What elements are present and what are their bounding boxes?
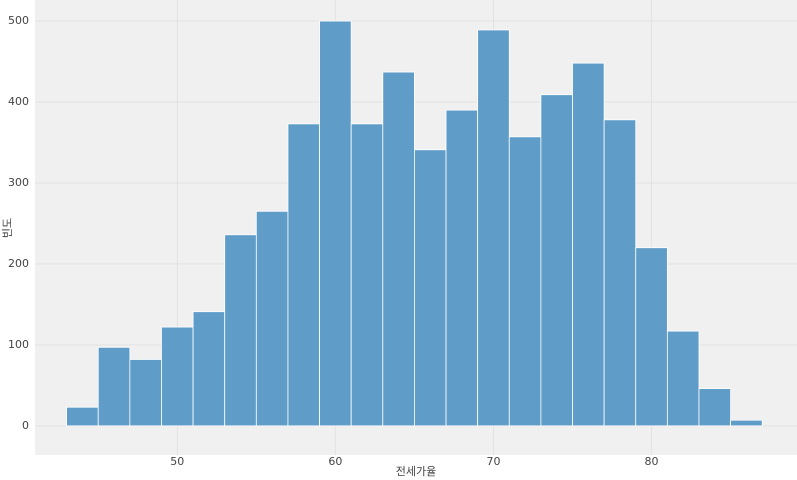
bar <box>66 406 99 427</box>
bar <box>698 388 732 427</box>
bar <box>287 123 320 427</box>
bar <box>730 419 763 427</box>
bar <box>97 346 131 427</box>
y-tick-label: 500 <box>8 14 29 27</box>
y-tick-label: 0 <box>22 419 29 432</box>
y-tick-label: 400 <box>8 95 29 108</box>
x-tick-label: 80 <box>645 455 659 468</box>
bar <box>445 109 479 427</box>
bar <box>572 62 605 427</box>
bar <box>414 149 447 427</box>
bar <box>666 330 700 427</box>
bar <box>255 210 289 427</box>
bar <box>224 234 257 427</box>
bar <box>477 29 510 427</box>
x-axis-label: 전세가율 <box>396 465 436 478</box>
bar <box>192 311 226 427</box>
x-tick-label: 60 <box>328 455 342 468</box>
bar <box>603 119 637 427</box>
bar <box>382 71 415 427</box>
y-tick-label: 100 <box>8 338 29 351</box>
bar <box>540 94 573 427</box>
y-tick-label: 300 <box>8 176 29 189</box>
y-tick-label: 200 <box>8 257 29 270</box>
bar <box>635 247 668 427</box>
x-tick-label: 50 <box>170 455 184 468</box>
bar <box>319 20 352 427</box>
bar <box>129 359 162 427</box>
bar <box>508 136 542 427</box>
bar <box>161 326 194 427</box>
bar <box>350 123 384 427</box>
y-axis-label: 빈도 <box>1 218 14 238</box>
x-tick-label: 70 <box>486 455 500 468</box>
